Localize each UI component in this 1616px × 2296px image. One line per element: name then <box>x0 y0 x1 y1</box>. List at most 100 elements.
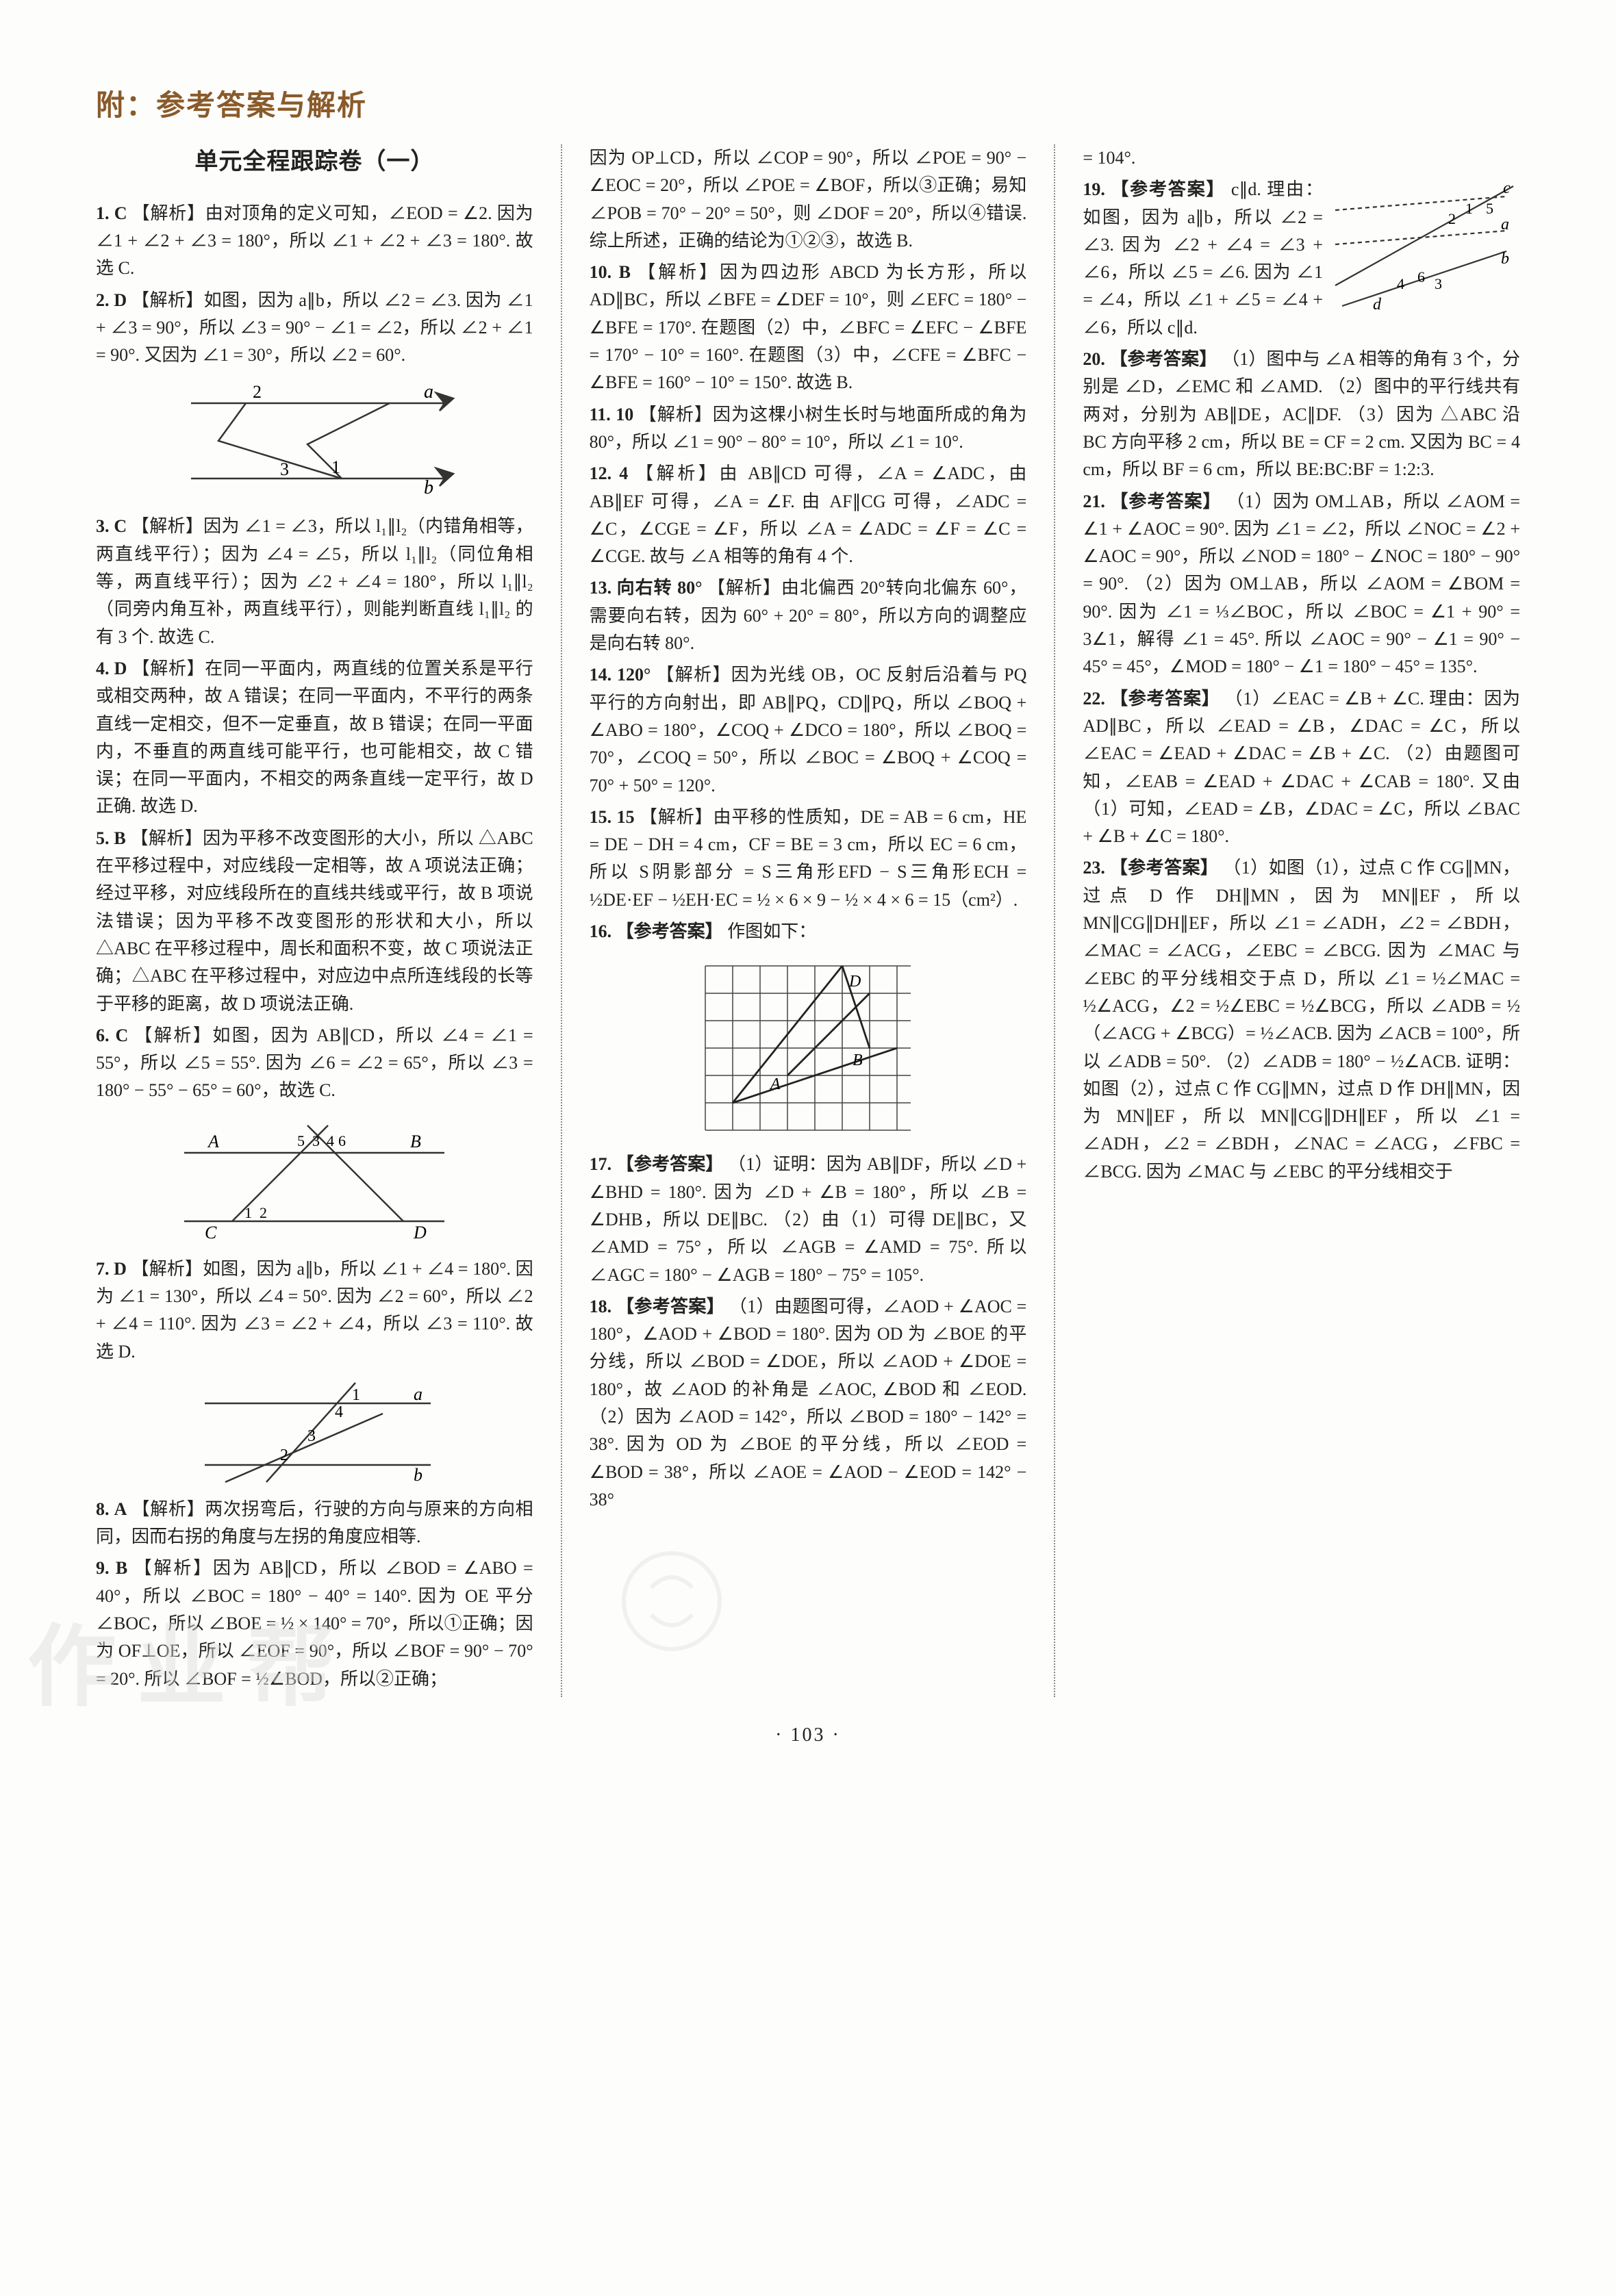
answer-item: = 104°. <box>1083 144 1520 172</box>
answer-item: 13. 向右转 80° 【解析】由北偏西 20°转向北偏东 60°，需要向右转，… <box>590 574 1027 657</box>
svg-text:1: 1 <box>1465 200 1473 217</box>
svg-text:3: 3 <box>312 1132 320 1149</box>
svg-text:C: C <box>205 1223 217 1242</box>
main-title: 附：参考答案与解析 <box>96 82 1520 124</box>
item-answer: B <box>114 828 125 848</box>
item-number: 6. <box>96 1025 110 1045</box>
item-answer: 【参考答案】 <box>616 921 723 941</box>
item-number: 15. <box>590 807 612 827</box>
item-number: 10. <box>590 262 612 282</box>
answer-item: 6. C 【解析】如图，因为 AB∥CD，所以 ∠4 = ∠1 = 55°，所以… <box>96 1022 533 1105</box>
item-number: 9. <box>96 1558 110 1578</box>
triangle-abcd-diagram: A B C D 1 2 3 4 5 6 <box>171 1112 458 1249</box>
item-answer: 【参考答案】 <box>1110 689 1220 709</box>
item-explanation: 【解析】如图，因为 a∥b，所以 ∠2 = ∠3. 因为 ∠1 + ∠3 = 9… <box>96 290 533 366</box>
item-answer: C <box>116 1025 129 1045</box>
svg-text:4: 4 <box>335 1403 343 1421</box>
item-number: 23. <box>1083 858 1105 878</box>
item-explanation: 【解析】因为这棵小树生长时与地面所成的角为 80°，所以 ∠1 = 90° − … <box>590 405 1027 452</box>
item-number: 21. <box>1083 492 1105 511</box>
item-answer: 【参考答案】 <box>616 1297 724 1316</box>
answer-item: 11. 10 【解析】因为这棵小树生长时与地面所成的角为 80°，所以 ∠1 =… <box>590 401 1027 457</box>
svg-text:1: 1 <box>331 457 340 477</box>
page-number: · 103 · <box>96 1724 1520 1746</box>
column-2: 因为 OP⊥CD，所以 ∠COP = 90°，所以 ∠POE = 90° − ∠… <box>590 144 1027 1697</box>
answer-item: c 1 2 5 a b 4 6 3 d 19. 【参考答案】 c∥d. 理由：如… <box>1083 176 1520 342</box>
svg-text:6: 6 <box>338 1132 346 1149</box>
item-explanation: 因为 OP⊥CD，所以 ∠COP = 90°，所以 ∠POE = 90° − ∠… <box>590 148 1027 251</box>
answer-item: 3. C 【解析】因为 ∠1 = ∠3，所以 l₁∥l₂（内错角相等，两直线平行… <box>96 513 533 650</box>
column-3: = 104°. c 1 2 5 a b 4 6 3 d <box>1083 144 1520 1697</box>
item-number: 20. <box>1083 349 1105 369</box>
lines-ab-diagram: 1 2 3 4 a b <box>177 1373 451 1489</box>
item-explanation: （1）如图（1），过点 C 作 CG∥MN，过点 D 作 DH∥MN，因为 MN… <box>1083 858 1520 1181</box>
svg-text:a: a <box>414 1384 422 1404</box>
item-explanation: （1）由题图可得，∠AOD + ∠AOC = 180°，∠AOD + ∠BOD … <box>590 1297 1027 1509</box>
svg-text:3: 3 <box>1435 275 1442 292</box>
item-number: 4. <box>96 659 110 678</box>
item-explanation: 【解析】如图，因为 a∥b，所以 ∠1 + ∠4 = 180°. 因为 ∠1 =… <box>96 1259 533 1362</box>
svg-text:4: 4 <box>1397 275 1404 292</box>
svg-text:5: 5 <box>297 1132 305 1149</box>
item-explanation: （1）因为 OM⊥AB，所以 ∠AOM = ∠1 + ∠AOC = 90°. 因… <box>1083 492 1520 677</box>
item-answer: 【参考答案】 <box>1111 179 1225 199</box>
item-explanation: 【解析】因为四边形 ABCD 为长方形，所以 AD∥BC，所以 ∠BFE = ∠… <box>590 262 1027 392</box>
item-explanation: 【解析】因为 AB∥CD，所以 ∠BOD = ∠ABO = 40°，所以 ∠BO… <box>96 1558 533 1688</box>
item-answer: 10 <box>616 405 633 424</box>
svg-text:4: 4 <box>327 1132 334 1149</box>
svg-text:2: 2 <box>280 1446 288 1464</box>
svg-text:1: 1 <box>352 1386 360 1404</box>
column-separator <box>561 144 562 1697</box>
item-answer: 120° <box>617 665 651 685</box>
item-explanation: 【解析】由对顶角的定义可知，∠EOD = ∠2. 因为 ∠1 + ∠2 + ∠3… <box>96 203 533 279</box>
answer-item: 5. B 【解析】因为平移不改变图形的大小，所以 △ABC 在平移过程中，对应线… <box>96 825 533 1018</box>
item-answer: 15 <box>617 807 635 827</box>
answer-item: 9. B 【解析】因为 AB∥CD，所以 ∠BOD = ∠ABO = 40°，所… <box>96 1555 533 1692</box>
answer-item: 8. A 【解析】两次拐弯后，行驶的方向与原来的方向相同，因而右拐的角度与左拐的… <box>96 1496 533 1551</box>
item-explanation: 【解析】因为 ∠1 = ∠3，所以 l₁∥l₂（内错角相等，两直线平行）；因为 … <box>96 516 533 646</box>
item-answer: 【参考答案】 <box>616 1154 724 1174</box>
watermark-icon <box>617 1546 727 1656</box>
answer-item: 14. 120° 【解析】因为光线 OB，OC 反射后沿着与 PQ 平行的方向射… <box>590 661 1027 799</box>
content-columns: 单元全程跟踪卷（一） 1. C 【解析】由对顶角的定义可知，∠EOD = ∠2.… <box>96 144 1520 1697</box>
svg-text:2: 2 <box>253 382 262 402</box>
item-answer: A <box>114 1499 127 1519</box>
item-answer: 【参考答案】 <box>1110 349 1217 369</box>
item-number: 2. <box>96 290 110 310</box>
item-explanation: 【解析】如图，因为 AB∥CD，所以 ∠4 = ∠1 = 55°，所以 ∠5 =… <box>96 1025 533 1101</box>
answer-item: 12. 4 【解析】由 AB∥CD 可得，∠A = ∠ADC，由 AB∥EF 可… <box>590 460 1027 570</box>
item-number: 7. <box>96 1259 110 1279</box>
svg-text:b: b <box>424 477 433 498</box>
item-answer: D <box>114 659 127 678</box>
item-number: 22. <box>1083 689 1105 709</box>
item-number: 1. <box>96 203 110 223</box>
item-number: 11. <box>590 405 611 424</box>
svg-text:3: 3 <box>307 1427 316 1445</box>
item-explanation: （1）∠EAC = ∠B + ∠C. 理由：因为 AD∥BC，所以 ∠EAD =… <box>1083 689 1520 846</box>
svg-text:6: 6 <box>1417 268 1425 285</box>
item-number: 12. <box>590 463 612 483</box>
answer-item: 21. 【参考答案】 （1）因为 OM⊥AB，所以 ∠AOM = ∠1 + ∠A… <box>1083 488 1520 681</box>
item-explanation: 【解析】因为平移不改变图形的大小，所以 △ABC 在平移过程中，对应线段一定相等… <box>96 828 533 1014</box>
answer-item: 1. C 【解析】由对顶角的定义可知，∠EOD = ∠2. 因为 ∠1 + ∠2… <box>96 200 533 283</box>
item-explanation: 【解析】由平移的性质知，DE = AB = 6 cm，HE = DE − DH … <box>590 807 1027 910</box>
item-answer: 向右转 80° <box>617 578 703 598</box>
answer-item: 20. 【参考答案】 （1）图中与 ∠A 相等的角有 3 个，分别是 ∠D，∠E… <box>1083 346 1520 483</box>
item-number: 3. <box>96 516 110 536</box>
svg-text:b: b <box>414 1465 422 1485</box>
item-number: 17. <box>590 1154 612 1174</box>
dashed-cd-diagram: c 1 2 5 a b 4 6 3 d <box>1328 176 1520 313</box>
item-number: 19. <box>1083 179 1105 199</box>
item-explanation: = 104°. <box>1083 148 1135 168</box>
item-explanation: 【解析】两次拐弯后，行驶的方向与原来的方向相同，因而右拐的角度与左拐的角度应相等… <box>96 1499 533 1546</box>
svg-text:B: B <box>853 1051 863 1069</box>
svg-text:D: D <box>413 1223 427 1242</box>
item-explanation: 作图如下： <box>727 921 816 941</box>
answer-item: 7. D 【解析】如图，因为 a∥b，所以 ∠1 + ∠4 = 180°. 因为… <box>96 1255 533 1366</box>
item-answer: D <box>114 290 127 310</box>
svg-text:B: B <box>410 1132 421 1151</box>
item-answer: 4 <box>619 463 628 483</box>
item-number: 8. <box>96 1499 110 1519</box>
answer-item: 因为 OP⊥CD，所以 ∠COP = 90°，所以 ∠POE = 90° − ∠… <box>590 144 1027 255</box>
item-number: 18. <box>590 1297 612 1316</box>
